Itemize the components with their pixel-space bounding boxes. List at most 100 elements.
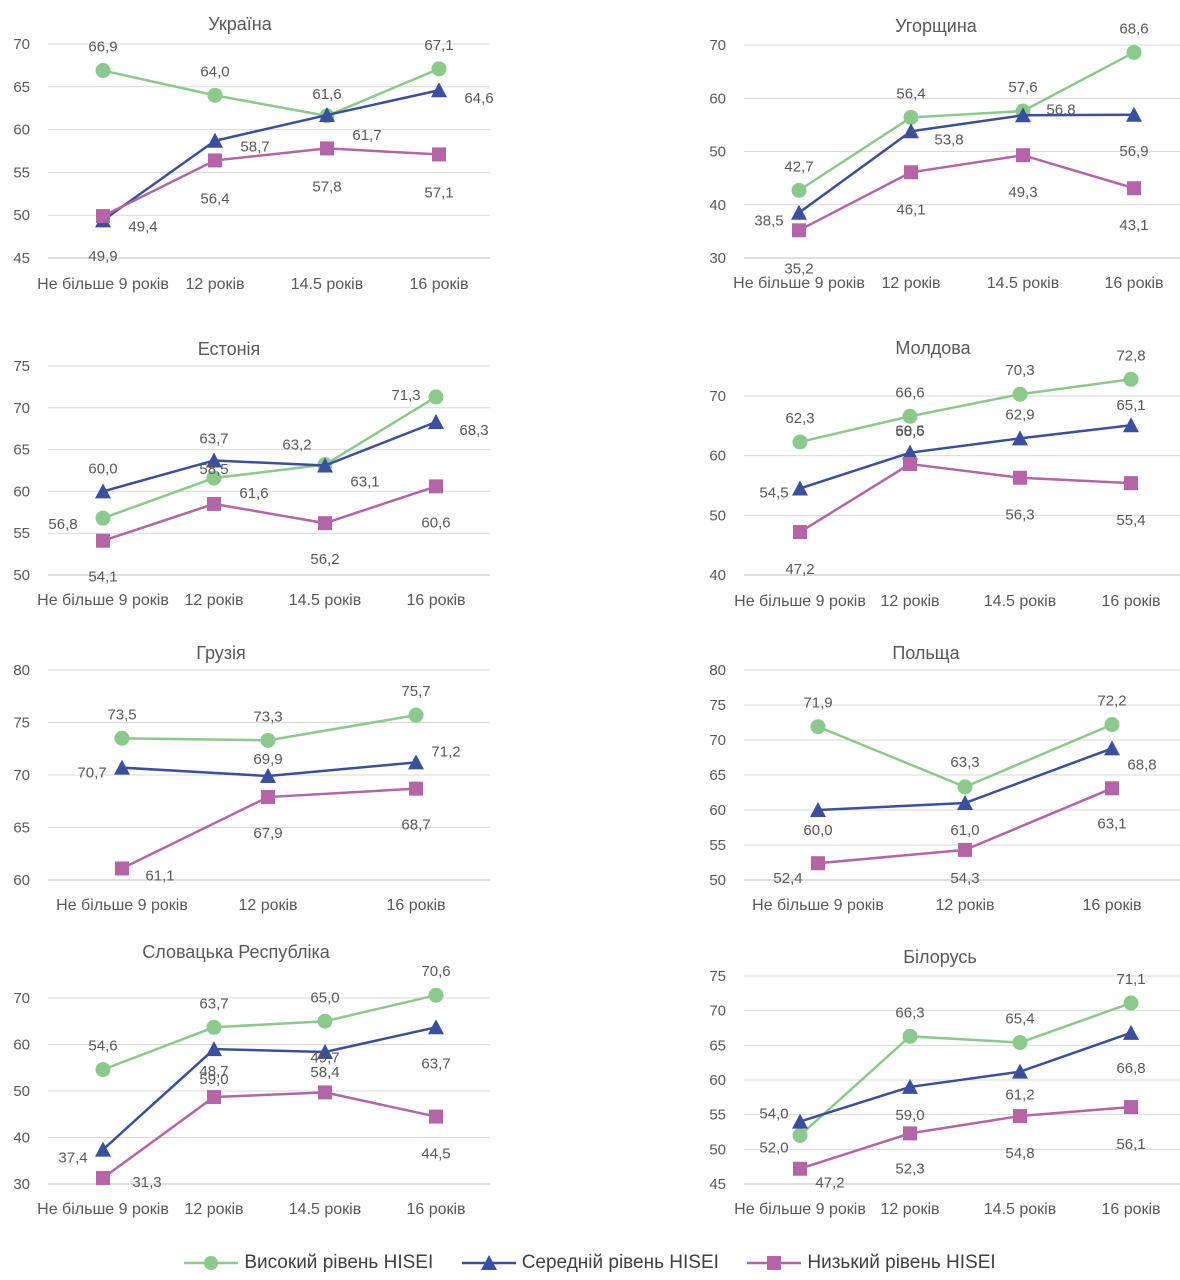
data-point-high	[206, 1019, 222, 1035]
data-label-low: 44,5	[421, 1146, 450, 1163]
series-line-low	[102, 485, 437, 542]
data-label-high: 71,1	[1116, 971, 1145, 988]
data-point-low	[793, 525, 807, 540]
y-tick-label: 65	[13, 820, 30, 837]
data-point-high	[810, 719, 826, 735]
data-label-low: 52,4	[773, 870, 802, 887]
data-point-low	[318, 1085, 332, 1100]
y-tick-label: 70	[709, 1003, 726, 1020]
data-label-low: 61,1	[145, 867, 174, 884]
data-point-low	[96, 209, 110, 224]
data-point-mid	[792, 1113, 808, 1129]
data-point-low	[903, 1126, 917, 1141]
data-point-low	[903, 457, 917, 472]
data-label-low: 56,1	[1116, 1136, 1145, 1153]
data-point-low	[1013, 1109, 1027, 1124]
data-point-high	[792, 1127, 808, 1143]
data-point-high	[95, 1062, 111, 1078]
data-label-low: 68,7	[401, 817, 430, 834]
data-label-mid: 62,9	[1005, 406, 1034, 423]
chart-panel-4: 40 50 60 70 Молдова Не більше 9 років 12 років…	[709, 338, 1180, 610]
data-label-low: 56,2	[310, 551, 339, 568]
data-point-mid	[317, 457, 333, 473]
data-point-mid	[206, 452, 222, 468]
y-tick-label: 50	[709, 1141, 726, 1158]
data-point-low	[318, 516, 332, 531]
data-point-high	[903, 109, 919, 125]
series-line-low	[102, 147, 440, 218]
data-label-mid: 66,8	[1116, 1060, 1145, 1077]
chart-title: Грузія	[196, 643, 246, 663]
data-point-low	[208, 153, 222, 168]
data-label-mid: 61,2	[1005, 1087, 1034, 1104]
data-point-high	[1012, 1035, 1028, 1051]
y-tick-label: 70	[13, 400, 30, 417]
data-label-low: 49,9	[88, 248, 117, 265]
data-point-high	[317, 1013, 333, 1029]
data-point-high	[206, 470, 222, 486]
series-line-high	[799, 378, 1132, 444]
data-label-high: 71,9	[803, 695, 832, 712]
y-tick-label: 65	[709, 767, 726, 784]
y-tick-label: 50	[13, 567, 30, 584]
y-tick-label: 70	[709, 732, 726, 749]
x-tick-label: 12 років	[184, 592, 243, 609]
x-tick-label: Не більше 9 років	[37, 276, 169, 293]
data-point-mid	[408, 754, 424, 770]
data-label-mid: 59,0	[199, 1071, 228, 1088]
data-point-mid	[428, 414, 444, 430]
data-point-high	[428, 389, 444, 405]
data-point-high	[957, 779, 973, 795]
y-tick-label: 65	[709, 1037, 726, 1054]
data-point-high	[902, 1028, 918, 1044]
x-tick-label: Не більше 9 років	[734, 1201, 866, 1218]
x-tick-label: Не більше 9 років	[37, 1201, 169, 1218]
data-point-mid	[1015, 107, 1031, 123]
data-label-high: 61,6	[312, 86, 341, 103]
chart-title: Словацька Республіка	[142, 942, 331, 962]
data-point-low	[1105, 781, 1119, 796]
y-tick-label: 40	[709, 197, 726, 214]
data-point-low	[429, 1109, 443, 1124]
data-label-mid: 68,3	[459, 422, 488, 439]
data-point-mid	[206, 1041, 222, 1057]
y-tick-label: 60	[13, 872, 30, 889]
data-label-mid: 38,5	[754, 213, 783, 230]
y-tick-label: 70	[709, 37, 726, 54]
data-label-mid: 60,0	[803, 822, 832, 839]
chart-panel-7: 30 40 50 60 70 Словацька Республіка Не більше …	[13, 942, 490, 1218]
y-tick-label: 55	[13, 525, 30, 542]
chart-title: Угорщина	[895, 16, 978, 36]
x-tick-label: 12 років	[238, 897, 297, 914]
data-label-low: 55,4	[1116, 512, 1145, 529]
data-point-low	[207, 496, 221, 511]
x-tick-label: Не більше 9 років	[752, 897, 884, 914]
data-point-mid	[1123, 417, 1139, 433]
chart-panel-1: 45 50 55 60 65 70 Україна Не більше 9 років 12 р…	[13, 14, 493, 293]
data-point-low	[115, 861, 129, 876]
data-label-low: 31,3	[132, 1174, 161, 1191]
data-point-high	[428, 987, 444, 1003]
data-label-high: 63,2	[282, 437, 311, 454]
data-point-low	[1013, 470, 1027, 485]
data-point-mid	[114, 759, 130, 775]
charts-canvas: 45 50 55 60 65 70 Україна Не більше 9 років 12 р…	[13, 14, 1180, 1218]
data-label-mid: 53,8	[934, 131, 963, 148]
chart-panel-3: 50 55 60 65 70 75 Естонія Не більше 9 років 12 р…	[13, 339, 490, 609]
legend-label-low: Низький рівень HISEI	[807, 1252, 996, 1273]
data-point-low	[96, 1170, 110, 1185]
data-point-low	[96, 533, 110, 548]
data-point-high	[114, 730, 130, 746]
data-point-mid	[903, 123, 919, 139]
x-tick-label: 12 років	[184, 1201, 243, 1218]
data-label-mid: 71,2	[431, 743, 460, 760]
data-label-mid: 63,7	[199, 430, 228, 447]
data-point-mid	[95, 1141, 111, 1157]
y-tick-label: 40	[13, 1130, 30, 1147]
data-label-mid: 56,8	[1046, 101, 1075, 118]
data-point-high	[791, 182, 807, 198]
data-point-low	[432, 147, 446, 162]
data-point-mid	[792, 480, 808, 496]
series-line-low	[799, 462, 1132, 534]
legend-label-mid: Середній рівень HISEI	[521, 1252, 719, 1273]
